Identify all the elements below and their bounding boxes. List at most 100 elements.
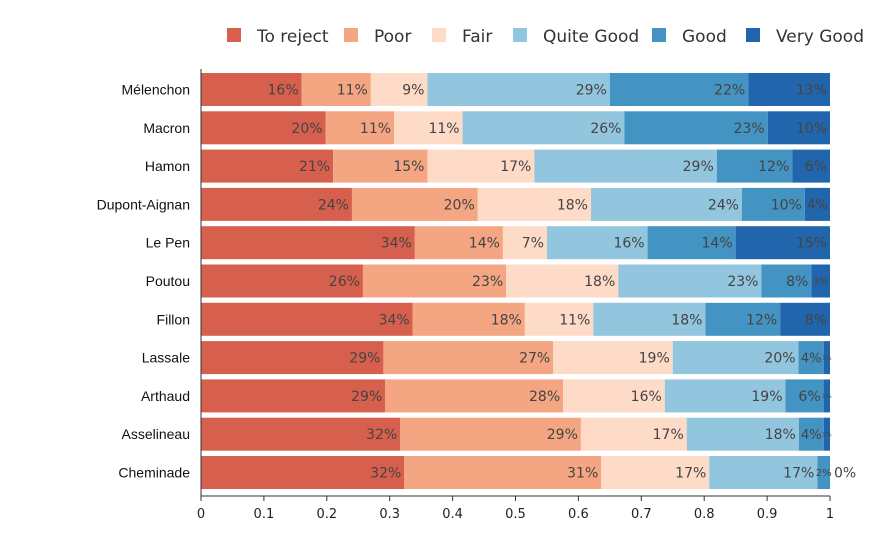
bar-segment: [404, 456, 602, 489]
legend-swatch: [344, 28, 358, 42]
legend-label: Good: [682, 27, 727, 47]
data-label: 31%: [567, 466, 598, 482]
bar-segment: [785, 379, 824, 413]
bar-segment: [553, 341, 673, 375]
data-label: 29%: [349, 351, 380, 367]
bar-segment: [672, 341, 799, 375]
data-label: 1%: [822, 431, 832, 438]
bar-segment: [593, 302, 706, 336]
bar-segment: [741, 187, 805, 221]
data-label: 23%: [734, 121, 765, 137]
data-label: 2%: [816, 468, 832, 479]
legend-label: Poor: [374, 27, 411, 47]
data-label: 27%: [519, 351, 550, 367]
x-tick-label: 0.5: [505, 507, 526, 522]
data-label: 18%: [491, 312, 522, 328]
legend-swatch: [652, 28, 666, 42]
legend-label: Very Good: [776, 27, 864, 47]
bar-segment: [735, 226, 830, 260]
bar-segment: [362, 264, 507, 298]
bar-segment: [686, 417, 799, 451]
data-label: 19%: [639, 351, 670, 367]
category-label: Fillon: [157, 311, 190, 327]
bar-segment: [647, 226, 736, 260]
bar-segment: [301, 73, 371, 106]
x-axis: 0 0.1 0.2 0.3 0.4 0.5 0.6 0.7 0.8 0.9 1: [197, 69, 834, 522]
category-label: Arthaud: [141, 388, 190, 404]
data-label: 29%: [683, 159, 714, 175]
data-label: 8%: [805, 312, 827, 328]
bar-segment: [767, 111, 830, 145]
data-label: 9%: [402, 83, 424, 99]
data-label: 34%: [379, 312, 410, 328]
bar-segment: [748, 73, 830, 106]
data-label: 32%: [366, 427, 397, 443]
bar-segment: [201, 302, 413, 336]
bar-segment: [590, 187, 742, 221]
bar-segment: [716, 149, 793, 183]
data-label: 3%: [813, 277, 829, 288]
data-label: 7%: [522, 236, 544, 252]
data-label: 13%: [796, 83, 827, 99]
bar-segment: [798, 417, 824, 451]
bar-segment: [325, 111, 395, 145]
legend-label: To reject: [256, 27, 329, 47]
category-label: Asselineau: [122, 426, 191, 442]
category-label: Cheminade: [118, 465, 190, 481]
data-label: 24%: [708, 197, 739, 213]
data-label: 11%: [559, 312, 590, 328]
bar-segment: [385, 379, 564, 413]
bar-segment: [201, 187, 352, 221]
data-label: 11%: [428, 121, 459, 137]
data-label: 23%: [727, 274, 758, 290]
x-tick-label: 0.8: [694, 507, 715, 522]
bar-segment: [201, 226, 415, 260]
data-label: 15%: [393, 159, 424, 175]
bar-segment: [624, 111, 768, 145]
data-label: 0%: [834, 466, 856, 482]
bar-segment: [524, 302, 594, 336]
data-label: 17%: [653, 427, 684, 443]
bar-segment: [546, 226, 648, 260]
data-label: 16%: [268, 83, 299, 99]
bar-segment: [609, 73, 749, 106]
data-label: 24%: [318, 197, 349, 213]
data-label: 17%: [783, 466, 814, 482]
bar-segment: [383, 341, 554, 375]
category-label: Mélenchon: [122, 82, 191, 98]
bar-segment: [664, 379, 786, 413]
data-label: 1%: [822, 355, 832, 362]
bar-segment: [201, 149, 334, 183]
bar-segment: [477, 187, 591, 221]
bar-segment: [201, 264, 363, 298]
data-label: 26%: [329, 274, 360, 290]
x-tick-label: 0.6: [568, 507, 589, 522]
category-label: Dupont-Aignan: [97, 196, 190, 212]
legend-swatch: [513, 28, 527, 42]
bar-segment: [780, 302, 830, 336]
legend-label: Quite Good: [543, 27, 639, 47]
x-tick-label: 0.7: [631, 507, 652, 522]
x-tick-label: 0.4: [442, 507, 463, 522]
bar-segment: [534, 149, 717, 183]
bar-segment: [823, 379, 830, 413]
data-label: 1%: [822, 393, 832, 400]
data-label: 17%: [500, 159, 531, 175]
bar-segment: [792, 149, 830, 183]
data-label: 18%: [671, 312, 702, 328]
category-label: Macron: [143, 120, 190, 136]
x-tick-label: 0: [197, 507, 205, 522]
data-label: 6%: [805, 159, 827, 175]
data-label: 18%: [557, 197, 588, 213]
bar-segment: [201, 379, 386, 413]
bar-segment: [502, 226, 547, 260]
bar-segment: [333, 149, 428, 183]
bar-segment: [804, 187, 830, 221]
bar-segment: [462, 111, 625, 145]
data-label: 20%: [444, 197, 475, 213]
bar-segment: [601, 456, 710, 489]
data-label: 17%: [675, 466, 706, 482]
x-tick-label: 0.3: [379, 507, 400, 522]
data-label: 19%: [751, 389, 782, 405]
